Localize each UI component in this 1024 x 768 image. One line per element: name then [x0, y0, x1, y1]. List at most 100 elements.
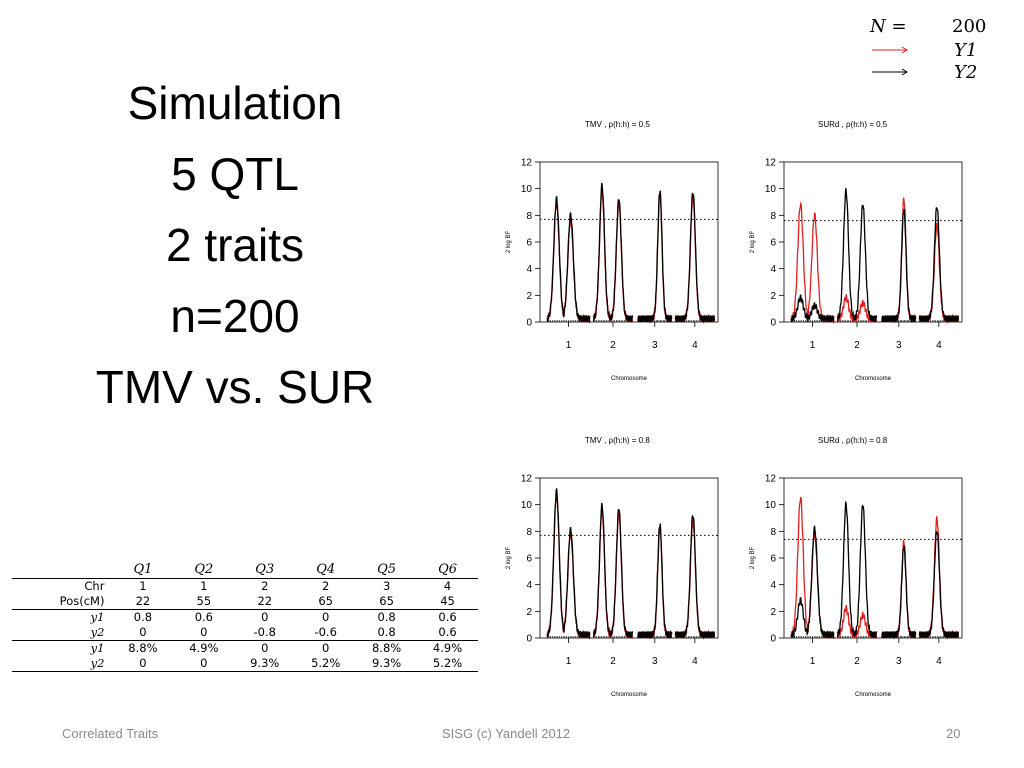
- series-line-y2: [674, 192, 716, 324]
- peak-point: [659, 193, 661, 195]
- table-cell: 4: [443, 579, 452, 593]
- x-tick-label: 3: [652, 340, 658, 351]
- peak-point: [799, 602, 802, 605]
- footer-page-number: 20: [946, 726, 961, 741]
- x-tick-label: 4: [936, 656, 942, 667]
- slide-title: Simulation 5 QTL 2 traits n=200 TMV vs. …: [50, 68, 420, 423]
- y-tick-label: 6: [526, 238, 532, 249]
- x-tick-label: 4: [692, 656, 698, 667]
- table-cell: 0: [112, 656, 174, 672]
- x-tick-label: 2: [610, 656, 616, 667]
- row-label: y1: [90, 610, 105, 624]
- x-tick-label: 3: [652, 656, 658, 667]
- y-axis-label: 2 log BF: [750, 547, 756, 570]
- series-line-y2: [592, 502, 634, 639]
- y-tick-label: 12: [521, 474, 533, 485]
- x-tick-label: 1: [810, 656, 816, 667]
- table-header-cell: Q1: [112, 560, 174, 579]
- series-line-y1: [918, 516, 960, 639]
- table-cell: 9.3%: [234, 656, 296, 672]
- title-line: 2 traits: [165, 219, 305, 271]
- footer-left: Correlated Traits: [62, 726, 159, 741]
- table-cell: 4.9%: [189, 641, 219, 655]
- peak-point: [618, 510, 620, 513]
- y-tick-label: 2: [526, 291, 532, 302]
- title-line: TMV vs. SUR: [95, 361, 375, 413]
- y-tick-label: 10: [765, 500, 777, 511]
- peak-point: [903, 549, 905, 551]
- y-tick-label: 0: [770, 634, 776, 645]
- table-cell: 55: [173, 594, 235, 610]
- y-tick-label: 2: [770, 291, 776, 302]
- series-line-y1: [881, 539, 917, 640]
- table-cell: 0.6: [438, 610, 457, 624]
- y-tick-label: 6: [770, 238, 776, 249]
- peak-point: [601, 187, 603, 190]
- peak-point: [903, 543, 905, 546]
- y-tick-label: 12: [765, 158, 777, 169]
- x-tick-label: 2: [854, 340, 860, 351]
- peak-point: [936, 227, 938, 230]
- y-tick-label: 10: [521, 500, 533, 511]
- x-tick-label: 1: [566, 656, 572, 667]
- row-label: y1: [90, 641, 105, 655]
- table-corner-cell: [12, 560, 113, 579]
- y-tick-label: 10: [521, 184, 533, 195]
- table-cell: 3: [382, 579, 391, 593]
- y-tick-label: 12: [521, 158, 533, 169]
- y-axis-label: 2 log BF: [750, 231, 756, 254]
- table-cell: 5.2%: [417, 656, 478, 672]
- table-header-cell: Q3: [234, 560, 296, 579]
- table-cell: -0.6: [295, 625, 357, 641]
- black-arrow-icon: [872, 68, 908, 76]
- plot-frame: [539, 161, 719, 323]
- legend-label-y1: Y1: [954, 40, 978, 61]
- y-tick-label: 6: [770, 554, 776, 565]
- x-axis-label: Chromosome: [611, 376, 648, 382]
- y-tick-label: 4: [526, 264, 532, 275]
- row-label: y2: [12, 625, 113, 641]
- series-line-y2: [790, 294, 835, 324]
- row-label: Chr: [84, 579, 105, 593]
- peak-point: [845, 193, 847, 195]
- y-tick-label: 12: [765, 474, 777, 485]
- series-line-y2: [674, 515, 716, 640]
- table-row: y2 0 0 9.3% 5.2% 9.3% 5.2%: [12, 656, 478, 672]
- peak-point: [862, 206, 864, 209]
- plot-title-tmv-08: TMV , ρ(h:h) = 0.8: [585, 436, 650, 445]
- table-cell: 22: [112, 594, 174, 610]
- y-tick-label: 4: [770, 580, 776, 591]
- peak-point: [845, 299, 847, 302]
- table-header-cell: Q2: [173, 560, 235, 579]
- x-tick-label: 1: [810, 340, 816, 351]
- table-row: y1 8.8% 4.9% 0 0 8.8% 4.9%: [12, 641, 478, 657]
- table-cell: 8.8%: [128, 641, 158, 655]
- peak-point: [845, 506, 847, 509]
- x-tick-label: 1: [566, 340, 572, 351]
- peak-point: [692, 194, 694, 197]
- x-tick-label: 2: [854, 656, 860, 667]
- legend-n-row: N = 200: [866, 16, 996, 38]
- peak-point: [659, 526, 661, 529]
- plot-title-surd-05: SURd , ρ(h:h) = 0.5: [818, 120, 888, 129]
- y-tick-label: 8: [526, 211, 532, 222]
- table-cell: 0: [173, 625, 235, 641]
- peak-point: [799, 499, 802, 502]
- table-cell: 0: [322, 641, 330, 655]
- y-tick-label: 4: [526, 580, 532, 591]
- peak-point: [845, 610, 847, 613]
- series-line-y2: [881, 208, 917, 324]
- series-line-y2: [637, 523, 673, 640]
- table-cell: 1: [139, 579, 147, 593]
- y-tick-label: 8: [770, 527, 776, 538]
- x-tick-label: 3: [896, 340, 902, 351]
- peak-point: [903, 211, 905, 214]
- x-axis-label: Chromosome: [611, 692, 648, 698]
- title-line: 5 QTL: [171, 148, 299, 200]
- peak-point: [555, 493, 558, 495]
- y-tick-label: 10: [765, 184, 777, 195]
- peak-point: [813, 307, 816, 310]
- row-label: y2: [12, 656, 113, 672]
- peak-point: [692, 522, 694, 525]
